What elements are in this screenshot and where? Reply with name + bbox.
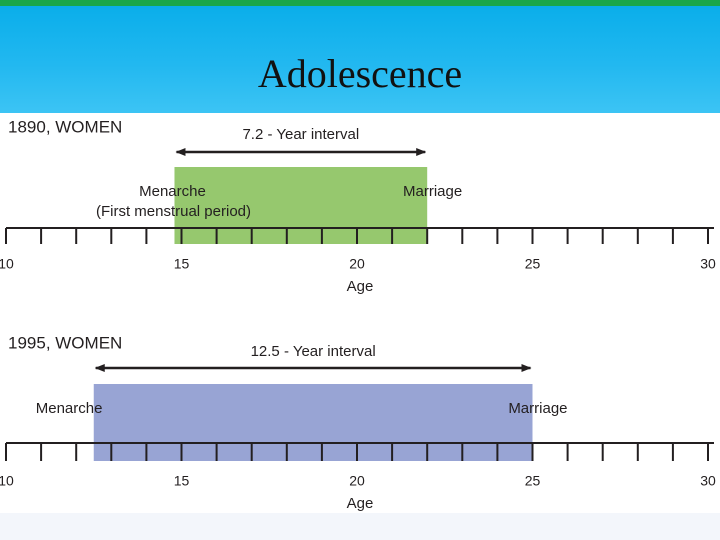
- tick-label: 20: [349, 256, 365, 272]
- header-accent-stripe: [0, 0, 720, 6]
- interval-label: 12.5 - Year interval: [251, 343, 376, 360]
- panel-title: 1890, WOMEN: [8, 117, 122, 136]
- marriage-label: Marriage: [508, 400, 567, 417]
- slide-title: Adolescence: [257, 51, 463, 96]
- tick-label: 30: [700, 256, 716, 272]
- menarche-label: Menarche: [139, 183, 206, 200]
- slide-header: Adolescence: [0, 6, 720, 113]
- menarche-sublabel: (First menstrual period): [96, 203, 251, 220]
- tick-label: 15: [174, 473, 190, 489]
- tick-label: 25: [525, 256, 541, 272]
- axis-label-age: Age: [347, 495, 374, 512]
- menarche-label: Menarche: [36, 400, 103, 417]
- timeline-figure: 1890, WOMEN 7.2 - Year interval Menarche (F…: [0, 117, 716, 512]
- panel-title: 1995, WOMEN: [8, 333, 122, 352]
- tick-label: 25: [525, 473, 541, 489]
- tick-label: 10: [0, 256, 14, 272]
- tick-label: 30: [700, 473, 716, 489]
- tick-label: 20: [349, 473, 365, 489]
- tick-label: 15: [174, 256, 190, 272]
- interval-bar: [93, 384, 533, 461]
- marriage-label: Marriage: [403, 183, 462, 200]
- interval-label: 7.2 - Year interval: [242, 126, 359, 143]
- footer-band: [0, 513, 720, 540]
- tick-label: 10: [0, 473, 14, 489]
- axis-label-age: Age: [347, 278, 374, 295]
